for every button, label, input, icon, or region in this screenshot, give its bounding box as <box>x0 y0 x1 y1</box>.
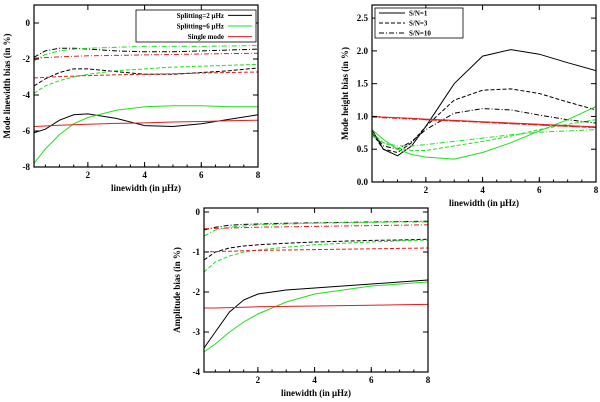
series-line-4 <box>204 239 428 273</box>
series-line-7 <box>204 221 428 237</box>
series-line-2 <box>34 119 258 127</box>
legend-label: S/N=3 <box>409 20 428 28</box>
y-tick-label: -1 <box>193 247 201 257</box>
panel-height: 2 4 6 8 0.0 0.5 1.0 1.5 2.0 2.5 linewidth (in μHz)… <box>340 4 599 208</box>
legend-label: S/N=1 <box>409 10 428 18</box>
x-tick-label: 8 <box>256 170 261 180</box>
y-tick-label: -4 <box>193 367 201 377</box>
y-tick-label: 0 <box>196 207 201 217</box>
y-tick-label: 1.0 <box>357 111 369 121</box>
y-tick-label: -8 <box>23 162 31 172</box>
series-line-1 <box>372 88 596 154</box>
series-line-0 <box>204 279 428 349</box>
legend-label: S/N=10 <box>409 30 431 38</box>
x-tick-label: 2 <box>424 185 429 195</box>
series-line-1 <box>204 281 428 353</box>
x-tick-label: 6 <box>537 185 542 195</box>
y-tick-label: 2.0 <box>357 46 369 56</box>
legend-label: Single mode <box>188 33 224 41</box>
x-tick-label: 2 <box>86 170 91 180</box>
series-line-6 <box>34 47 258 58</box>
y-tick-label: 0.0 <box>357 177 369 187</box>
series-line-2 <box>372 108 596 150</box>
series-group <box>372 49 596 160</box>
x-tick-label: 6 <box>199 170 204 180</box>
series-group <box>204 220 428 353</box>
legend: Splitting=2 μHz Splitting=6 μHz Single mod… <box>135 9 257 43</box>
series-line-4 <box>372 119 596 151</box>
legend: S/N=1 S/N=3 S/N=10 <box>374 7 464 39</box>
x-tick-label: 2 <box>256 375 261 385</box>
series-line-8 <box>204 224 428 230</box>
y-tick-label: -6 <box>23 126 31 136</box>
panel-amplitude: 2 4 6 8 -4 -3 -2 -1 0 linewidth (in μHz) Amplitude… <box>172 207 431 398</box>
plot-frame <box>33 4 259 168</box>
series-line-3 <box>34 67 258 87</box>
legend-label: Splitting=6 μHz <box>177 23 224 31</box>
x-tick-label: 8 <box>426 375 431 385</box>
series-line-1 <box>34 105 258 164</box>
series-line-3 <box>372 106 596 160</box>
series-line-8 <box>34 52 258 59</box>
series-group <box>34 45 258 164</box>
y-tick-label: 0 <box>26 18 31 28</box>
x-axis-label: linewidth (in μHz) <box>449 198 519 208</box>
series-line-2 <box>204 303 428 309</box>
x-tick-label: 4 <box>142 170 147 180</box>
series-line-4 <box>34 63 258 94</box>
x-tick-label: 8 <box>594 185 599 195</box>
plot-frame <box>371 4 597 183</box>
x-tick-label: 4 <box>480 185 485 195</box>
y-tick-label: -2 <box>23 54 31 64</box>
plot-frame <box>203 207 429 373</box>
series-line-5 <box>372 129 596 147</box>
series-line-7 <box>372 115 596 129</box>
y-tick-label: 0.5 <box>357 144 369 154</box>
panel-linewidth: 2 4 6 8 -8 -6 -4 -2 0 linewidth (in μHz) Mode line… <box>2 4 261 193</box>
y-tick-label: -4 <box>23 90 31 100</box>
y-tick-label: -2 <box>193 287 201 297</box>
series-line-7 <box>34 45 258 62</box>
series-line-0 <box>372 49 596 157</box>
series-line-6 <box>204 220 428 231</box>
series-line-8 <box>372 116 596 129</box>
x-tick-label: 6 <box>369 375 374 385</box>
y-tick-label: -3 <box>193 327 201 337</box>
legend-label: Splitting=2 μHz <box>177 12 224 20</box>
x-axis-label: linewidth (in μHz) <box>111 183 181 193</box>
series-line-3 <box>204 238 428 261</box>
x-axis-label: linewidth (in μHz) <box>281 388 351 398</box>
y-axis-label: Mode linewidth bias (in %) <box>2 33 12 138</box>
series-line-5 <box>34 71 258 79</box>
y-axis-label: Amplitude bias (in %) <box>172 247 182 333</box>
series-line-5 <box>204 247 428 253</box>
y-axis-label: Mode height bias (in %) <box>340 47 350 140</box>
y-tick-label: 2.5 <box>357 13 369 23</box>
x-tick-label: 4 <box>312 375 317 385</box>
series-line-0 <box>34 113 258 134</box>
y-tick-label: 1.5 <box>357 79 369 89</box>
